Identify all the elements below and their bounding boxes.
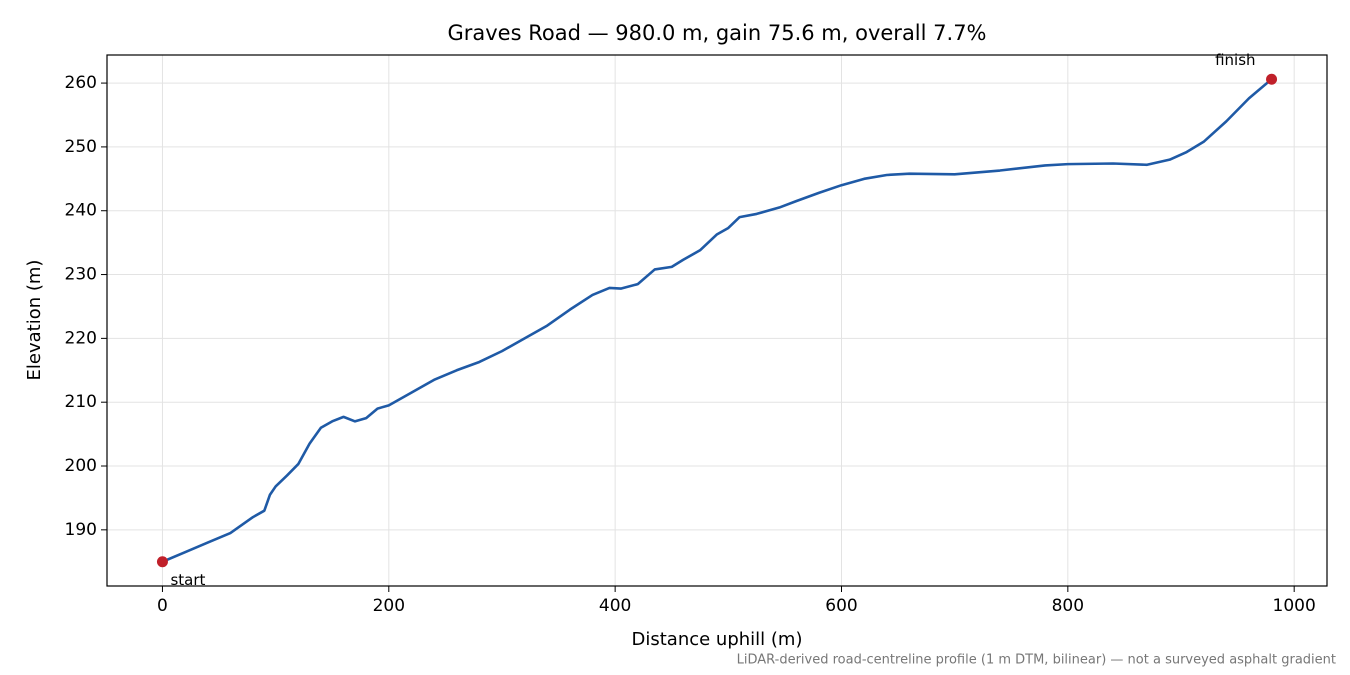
y-tick-label: 210	[65, 392, 97, 412]
y-axis-label: Elevation (m)	[24, 260, 45, 381]
endpoint-marker	[1266, 73, 1278, 85]
x-tick-label: 0	[157, 596, 168, 616]
y-tick-label: 260	[65, 73, 97, 93]
x-tick-label: 200	[373, 596, 405, 616]
y-tick-label: 200	[65, 456, 97, 476]
y-tick-label: 240	[65, 201, 97, 221]
endpoint-marker	[156, 556, 168, 568]
annotation: start	[170, 571, 205, 589]
y-tick-label: 190	[65, 520, 97, 540]
profile-line	[161, 78, 1273, 563]
x-tick-label: 400	[599, 596, 631, 616]
y-tick-label: 220	[65, 328, 97, 348]
x-tick-label: 1000	[1273, 596, 1316, 616]
y-tick-label: 250	[65, 137, 97, 157]
chart-title: Graves Road — 980.0 m, gain 75.6 m, over…	[447, 21, 986, 45]
plot-frame	[106, 54, 1328, 587]
x-tick-label: 600	[825, 596, 857, 616]
y-tick-label: 230	[65, 265, 97, 285]
footnote: LiDAR-derived road-centreline profile (1…	[737, 653, 1336, 668]
x-axis-label: Distance uphill (m)	[632, 629, 803, 650]
annotation: finish	[1215, 51, 1255, 69]
x-tick-label: 800	[1052, 596, 1084, 616]
